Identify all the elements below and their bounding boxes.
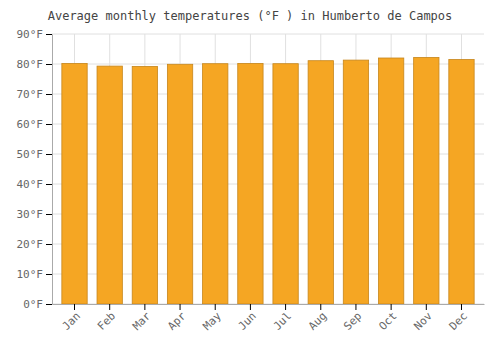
tick-mark (46, 184, 52, 185)
tick: Feb (95, 304, 118, 333)
tick-label: 80°F (17, 58, 44, 71)
tick: Jul (271, 304, 294, 333)
bar (238, 63, 263, 304)
tick: Oct (376, 304, 399, 333)
tick-mark (46, 124, 52, 125)
tick-mark (215, 304, 216, 310)
tick: 40°F (17, 178, 53, 191)
tick-mark (144, 304, 145, 310)
tick-label: Jul (271, 310, 294, 333)
tick-mark (391, 304, 392, 310)
tick-mark (180, 304, 181, 310)
bar (378, 58, 403, 304)
tick: 50°F (17, 148, 53, 161)
tick: 10°F (17, 268, 53, 281)
tick-label: 50°F (17, 148, 44, 161)
tick-label: 70°F (17, 88, 44, 101)
tick-label: 90°F (17, 28, 44, 41)
tick: May (200, 304, 224, 333)
bar (97, 66, 122, 304)
tick-mark (250, 304, 251, 310)
bar (449, 60, 474, 305)
tick-mark (46, 154, 52, 155)
tick: Jun (236, 304, 259, 333)
tick-label: 40°F (17, 178, 44, 191)
tick: 20°F (17, 238, 53, 251)
tick-label: Mar (130, 309, 154, 333)
tick-label: Aug (306, 310, 329, 333)
tick-label: Apr (165, 309, 189, 333)
tick-label: Dec (447, 310, 470, 333)
tick: Sep (341, 304, 364, 333)
grid (52, 34, 484, 304)
tick-label: Oct (376, 310, 399, 333)
tick-mark (46, 244, 52, 245)
grid-line (52, 34, 484, 35)
tick-mark (285, 304, 286, 310)
tick-label: 10°F (17, 268, 44, 281)
tick: Mar (130, 304, 154, 333)
tick: Apr (165, 304, 189, 333)
tick-label: 20°F (17, 238, 44, 251)
tick-mark (109, 304, 110, 310)
tick: 60°F (17, 118, 53, 131)
tick-label: Sep (341, 310, 364, 333)
bar (308, 61, 333, 304)
y-axis: 0°F 10°F 20°F 30°F 40°F 50°F 60°F 70°F 80°F 90°F (17, 28, 53, 311)
tick-label: 60°F (17, 118, 44, 131)
axis-line (52, 35, 53, 305)
tick-label: 30°F (17, 208, 44, 221)
chart: Jan Feb Mar Apr May Jun Jul Aug Sep Oct Nov Dec 0°F 1… (0, 0, 500, 350)
tick: Aug (306, 304, 329, 333)
tick: 70°F (17, 88, 53, 101)
tick-label: May (200, 309, 224, 333)
bar (132, 66, 157, 304)
tick: Dec (447, 304, 470, 333)
tick-mark (46, 304, 52, 305)
title: Average monthly temperatures (°F ) in Hu… (48, 9, 453, 23)
tick-mark (426, 304, 427, 310)
tick-mark (46, 94, 52, 95)
tick: Nov (412, 304, 436, 333)
axis-line (53, 304, 485, 305)
x-axis: Jan Feb Mar Apr May Jun Jul Aug Sep Oct Nov Dec (53, 304, 485, 333)
tick-mark (46, 64, 52, 65)
tick-mark (46, 274, 52, 275)
tick-label: 0°F (23, 298, 43, 311)
bar (414, 57, 439, 304)
tick-mark (46, 34, 52, 35)
tick-label: Feb (95, 310, 118, 333)
tick: 90°F (17, 28, 53, 41)
tick: 0°F (23, 298, 52, 311)
tick: 80°F (17, 58, 53, 71)
bar (273, 64, 298, 304)
bars (62, 57, 474, 304)
tick-mark (74, 304, 75, 310)
tick-label: Nov (412, 309, 436, 333)
tick-mark (320, 304, 321, 310)
bar (62, 63, 87, 304)
tick: 30°F (17, 208, 53, 221)
tick: Jan (60, 304, 83, 333)
tick-mark (46, 214, 52, 215)
tick-mark (461, 304, 462, 310)
tick-label: Jan (60, 310, 83, 333)
bar (167, 64, 192, 304)
tick-mark (355, 304, 356, 310)
bar (203, 64, 228, 304)
tick-label: Jun (236, 310, 259, 333)
bar (343, 60, 368, 304)
plot: Jan Feb Mar Apr May Jun Jul Aug Sep Oct Nov Dec 0°F 1… (17, 28, 485, 333)
